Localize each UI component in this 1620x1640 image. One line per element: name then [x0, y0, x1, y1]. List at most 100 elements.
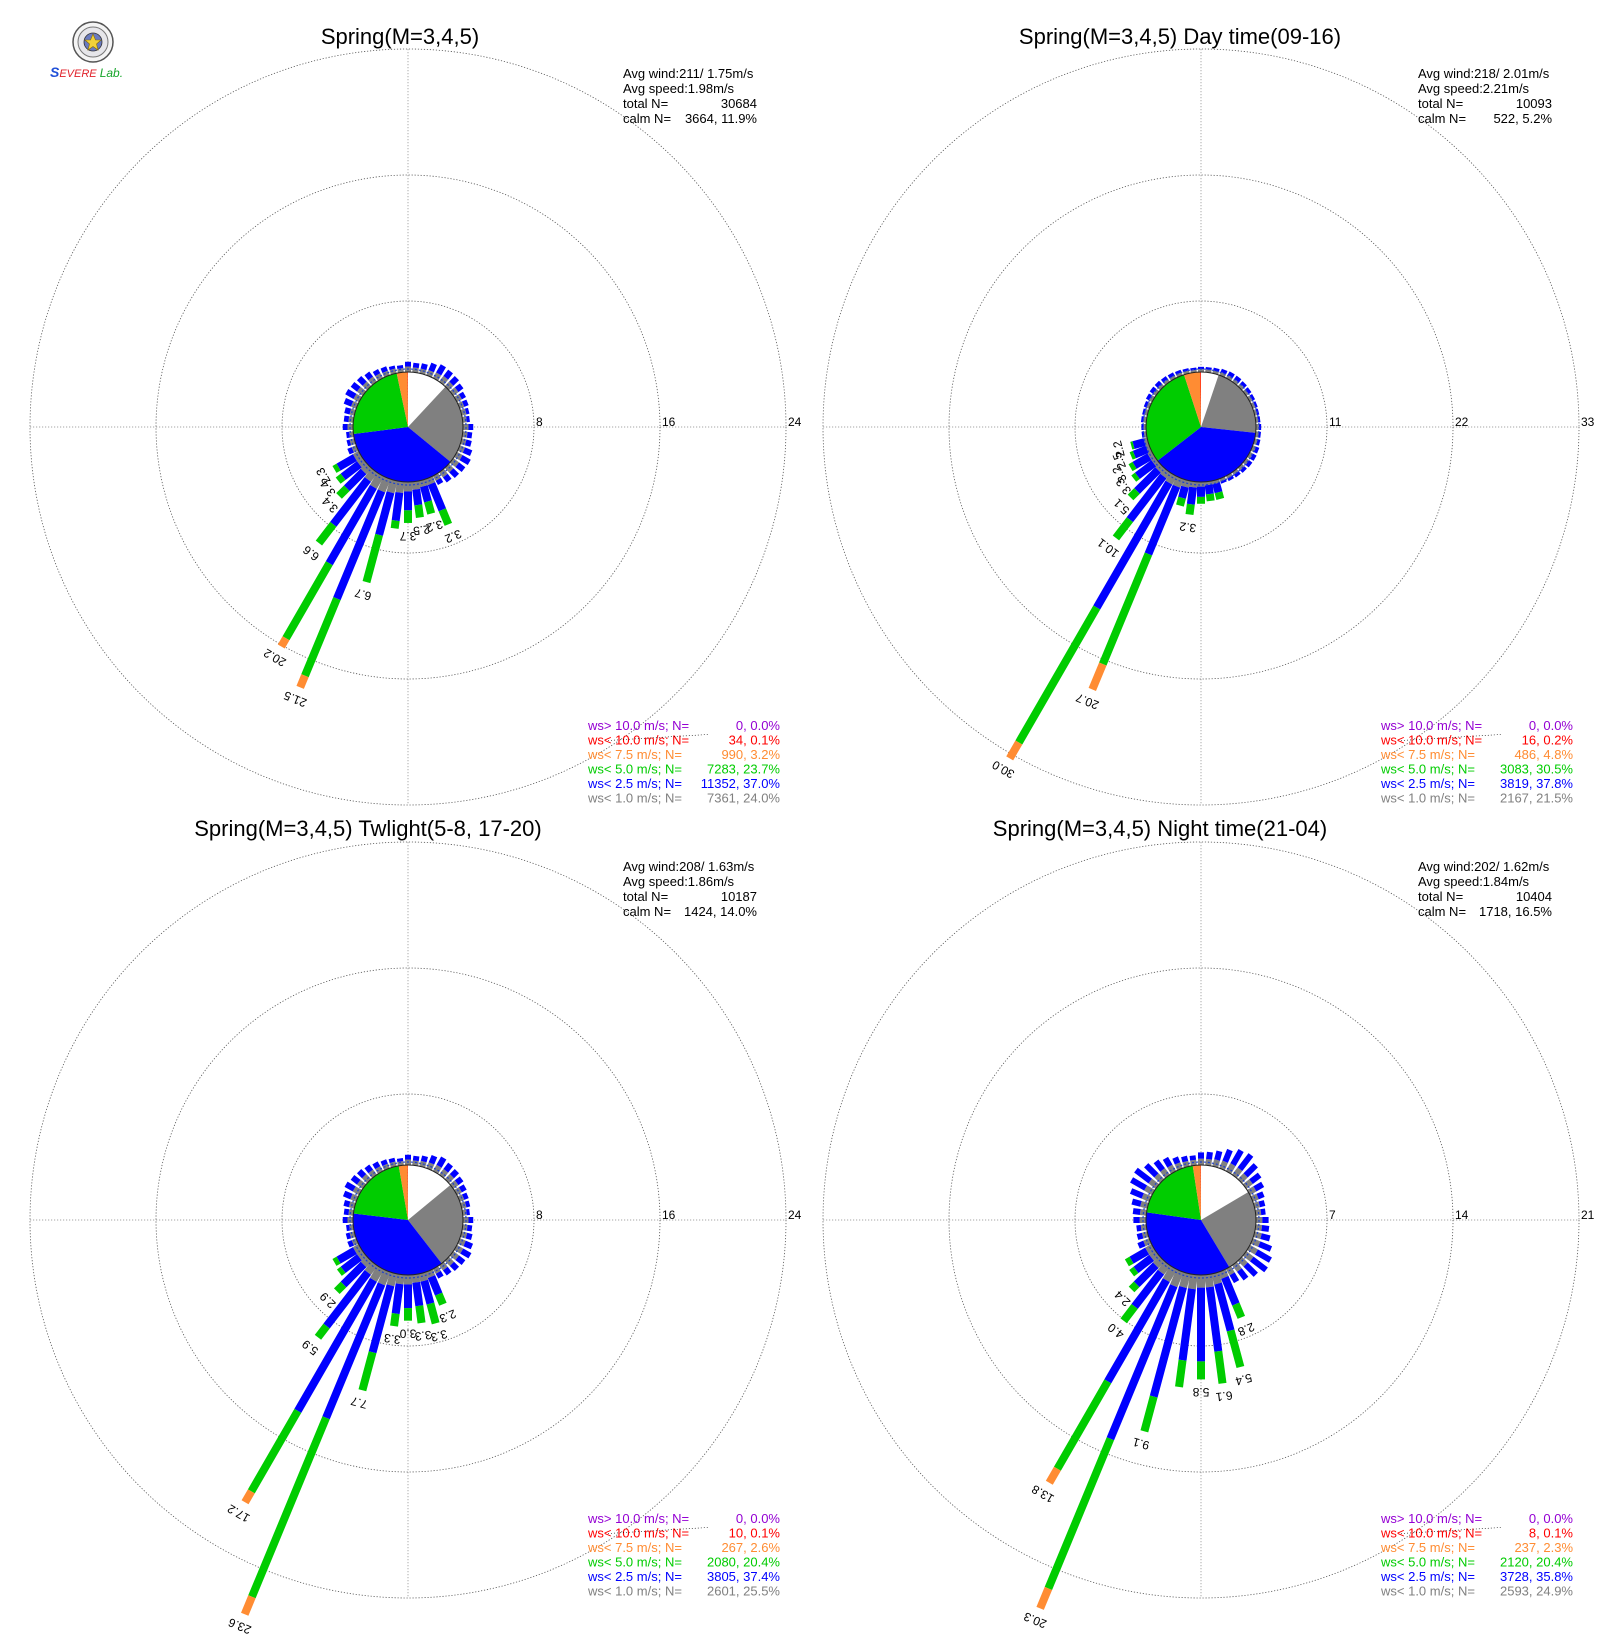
spoke-segment: [428, 362, 437, 373]
small-spoke: [457, 1238, 474, 1250]
spoke-segment: [1134, 460, 1157, 479]
small-spoke: [1134, 1167, 1160, 1189]
stat-line: Avg wind:211/ 1.75m/s: [623, 66, 754, 81]
spoke-label: 6.7: [353, 585, 373, 603]
lab-seal-icon: [72, 21, 114, 63]
small-spoke: [1144, 1163, 1165, 1184]
ring-label: 16: [662, 415, 676, 429]
spoke-segment: [380, 1159, 388, 1166]
pie-slice: [408, 1165, 451, 1220]
spoke-label: 6.1: [1215, 1388, 1234, 1404]
spoke-segment: [1219, 1160, 1228, 1171]
stat-value: 522, 5.2%: [1493, 111, 1552, 126]
spoke-label: 3.2: [1178, 519, 1197, 535]
spoke-segment: [1227, 475, 1234, 482]
legend-value: 2120, 20.4%: [1500, 1555, 1573, 1570]
legend-label: ws< 5.0 m/s; N=: [1380, 1555, 1475, 1570]
spoke: 3.2: [425, 476, 464, 546]
spoke-segment: [1174, 1162, 1183, 1171]
small-spoke: [463, 1217, 474, 1223]
spoke-segment: [372, 369, 381, 377]
ring-label: 7: [1329, 1208, 1336, 1222]
spoke-segment: [443, 369, 453, 380]
spoke-segment: [348, 416, 354, 423]
spoke-segment: [344, 407, 352, 415]
spoke-segment: [1157, 383, 1165, 391]
spoke-segment: [466, 431, 473, 439]
spoke-segment: [294, 1277, 377, 1413]
spoke-segment: [420, 1155, 428, 1163]
legend-value: 7361, 24.0%: [707, 791, 780, 806]
small-spoke: [343, 1208, 354, 1216]
spoke-segment: [1242, 389, 1249, 396]
small-spoke: [1198, 1152, 1204, 1165]
legend-label: ws< 1.0 m/s; N=: [587, 791, 682, 806]
ring-label: 24: [788, 415, 802, 429]
legend-label: ws< 1.0 m/s; N=: [587, 1584, 682, 1599]
spoke-segment: [1129, 450, 1136, 460]
small-spoke: [1136, 1224, 1147, 1232]
spoke-segment: [438, 508, 453, 526]
legend-label: ws> 10.0 m/s; N=: [1380, 718, 1482, 733]
spoke-segment: [344, 1181, 356, 1192]
legend-label: ws< 10.0 m/s; N=: [587, 1526, 689, 1541]
spoke-segment: [1006, 740, 1023, 761]
spoke-segment: [449, 1168, 460, 1179]
spoke-segment: [336, 454, 357, 471]
legend-label: ws< 7.5 m/s; N=: [1380, 1540, 1475, 1555]
spoke-segment: [1148, 1178, 1160, 1189]
small-spoke: [1172, 1156, 1183, 1171]
legend-label: ws< 7.5 m/s; N=: [1380, 747, 1475, 762]
spoke-segment: [248, 1416, 330, 1599]
spoke-segment: [1132, 1208, 1141, 1215]
spoke-segment: [364, 1164, 374, 1174]
spoke-segment: [1167, 1164, 1177, 1174]
legend-value: 10, 0.1%: [729, 1526, 781, 1541]
spoke-segment: [1167, 372, 1175, 379]
small-spoke: [342, 1217, 353, 1223]
legend-value: 34, 0.1%: [729, 733, 781, 748]
small-spoke: [462, 431, 473, 439]
stat-label: calm N=: [623, 111, 671, 126]
spoke-segment: [1143, 424, 1146, 430]
spoke-segment: [1229, 1272, 1240, 1284]
spoke-segment: [462, 1192, 469, 1200]
small-spoke: [1253, 1200, 1266, 1209]
small-spoke: [1189, 1155, 1197, 1166]
spoke-segment: [1242, 1251, 1254, 1262]
spoke-segment: [1197, 486, 1205, 497]
spoke: 3.2: [1178, 481, 1198, 535]
spoke-segment: [418, 479, 428, 488]
spoke-segment: [1250, 402, 1256, 409]
spoke-segment: [1256, 1191, 1265, 1200]
pie-slice: [1200, 372, 1201, 427]
spoke-segment: [462, 447, 473, 456]
spoke-segment: [464, 439, 472, 447]
ring-label: 8: [536, 415, 543, 429]
spoke-segment: [1237, 1173, 1248, 1184]
spoke-label: 9.1: [1131, 1435, 1151, 1453]
spoke-segment: [1233, 471, 1241, 478]
spoke: 17.2: [225, 1265, 384, 1525]
legend-label: ws< 10.0 m/s; N=: [1380, 1526, 1482, 1541]
small-spoke: [419, 363, 428, 375]
stat-line: Avg wind:208/ 1.63m/s: [623, 859, 755, 874]
spoke-segment: [344, 468, 367, 491]
spoke-segment: [463, 1240, 474, 1250]
spoke-segment: [457, 1238, 466, 1247]
spoke-segment: [1254, 1249, 1272, 1263]
spoke-segment: [1232, 468, 1239, 475]
spoke-segment: [411, 1274, 421, 1283]
stat-line: Avg speed:1.98m/s: [623, 81, 735, 96]
spoke-segment: [1015, 605, 1101, 745]
ring-label: 21: [1581, 1208, 1595, 1222]
spoke-segment: [1245, 460, 1253, 468]
legend-value: 7283, 23.7%: [707, 762, 780, 777]
small-spoke: [1153, 1159, 1170, 1179]
ring-2: [155, 174, 661, 680]
spoke-segment: [1253, 1181, 1265, 1192]
spoke-segment: [342, 1217, 348, 1223]
spoke-segment: [397, 368, 404, 373]
stat-line: Avg wind:202/ 1.62m/s: [1418, 859, 1550, 874]
legend-value: 2601, 25.5%: [707, 1584, 780, 1599]
